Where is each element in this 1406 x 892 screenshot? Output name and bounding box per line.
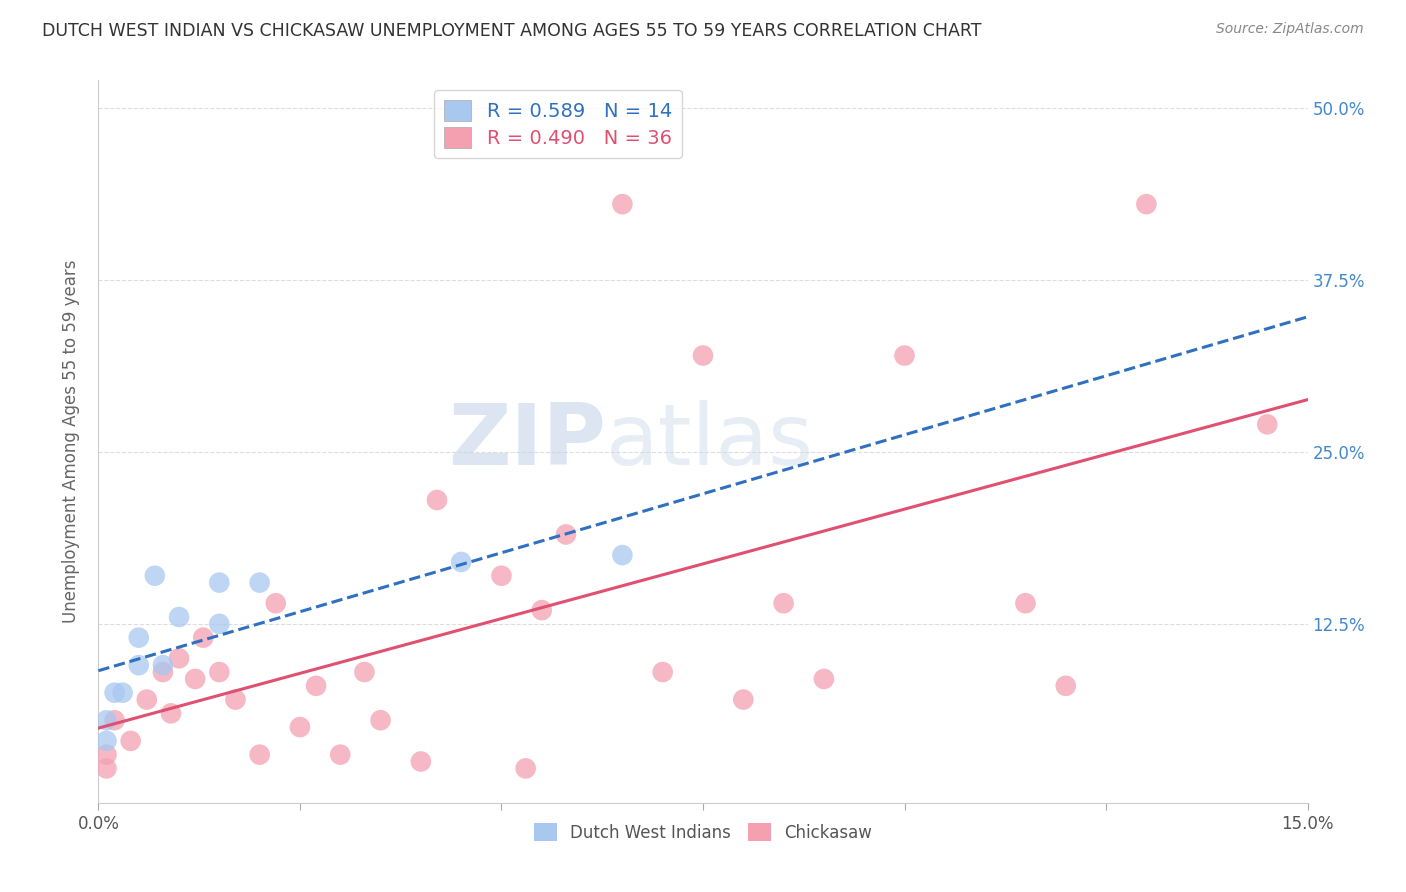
Point bbox=[135, 692, 157, 706]
Legend: Dutch West Indians, Chickasaw: Dutch West Indians, Chickasaw bbox=[527, 817, 879, 848]
Point bbox=[612, 548, 634, 562]
Point bbox=[103, 686, 125, 700]
Point bbox=[612, 197, 634, 211]
Point bbox=[249, 747, 271, 762]
Point bbox=[1014, 596, 1036, 610]
Point bbox=[120, 734, 142, 748]
Point bbox=[96, 747, 118, 762]
Point bbox=[450, 555, 472, 569]
Point bbox=[692, 349, 714, 363]
Point bbox=[1054, 679, 1077, 693]
Point bbox=[224, 692, 246, 706]
Point bbox=[305, 679, 328, 693]
Text: atlas: atlas bbox=[606, 400, 814, 483]
Point bbox=[329, 747, 352, 762]
Point bbox=[128, 631, 150, 645]
Point bbox=[264, 596, 287, 610]
Point bbox=[530, 603, 553, 617]
Point bbox=[184, 672, 207, 686]
Point bbox=[193, 631, 215, 645]
Point bbox=[96, 734, 118, 748]
Point bbox=[515, 761, 537, 775]
Point bbox=[96, 713, 118, 727]
Point bbox=[409, 755, 432, 769]
Point bbox=[288, 720, 311, 734]
Point bbox=[152, 658, 174, 673]
Point bbox=[143, 568, 166, 582]
Point bbox=[813, 672, 835, 686]
Point bbox=[1256, 417, 1278, 432]
Point bbox=[249, 575, 271, 590]
Point bbox=[111, 686, 134, 700]
Point bbox=[1135, 197, 1157, 211]
Text: Source: ZipAtlas.com: Source: ZipAtlas.com bbox=[1216, 22, 1364, 37]
Point bbox=[353, 665, 375, 679]
Point bbox=[370, 713, 392, 727]
Point bbox=[772, 596, 794, 610]
Point bbox=[491, 568, 513, 582]
Point bbox=[208, 575, 231, 590]
Point bbox=[152, 665, 174, 679]
Point bbox=[96, 761, 118, 775]
Point bbox=[167, 610, 190, 624]
Point bbox=[733, 692, 755, 706]
Point bbox=[208, 665, 231, 679]
Point bbox=[103, 713, 125, 727]
Point bbox=[426, 493, 449, 508]
Point bbox=[651, 665, 673, 679]
Text: DUTCH WEST INDIAN VS CHICKASAW UNEMPLOYMENT AMONG AGES 55 TO 59 YEARS CORRELATIO: DUTCH WEST INDIAN VS CHICKASAW UNEMPLOYM… bbox=[42, 22, 981, 40]
Point bbox=[555, 527, 578, 541]
Point bbox=[128, 658, 150, 673]
Text: ZIP: ZIP bbox=[449, 400, 606, 483]
Y-axis label: Unemployment Among Ages 55 to 59 years: Unemployment Among Ages 55 to 59 years bbox=[62, 260, 80, 624]
Point bbox=[167, 651, 190, 665]
Point bbox=[893, 349, 915, 363]
Point bbox=[160, 706, 183, 721]
Point bbox=[208, 616, 231, 631]
